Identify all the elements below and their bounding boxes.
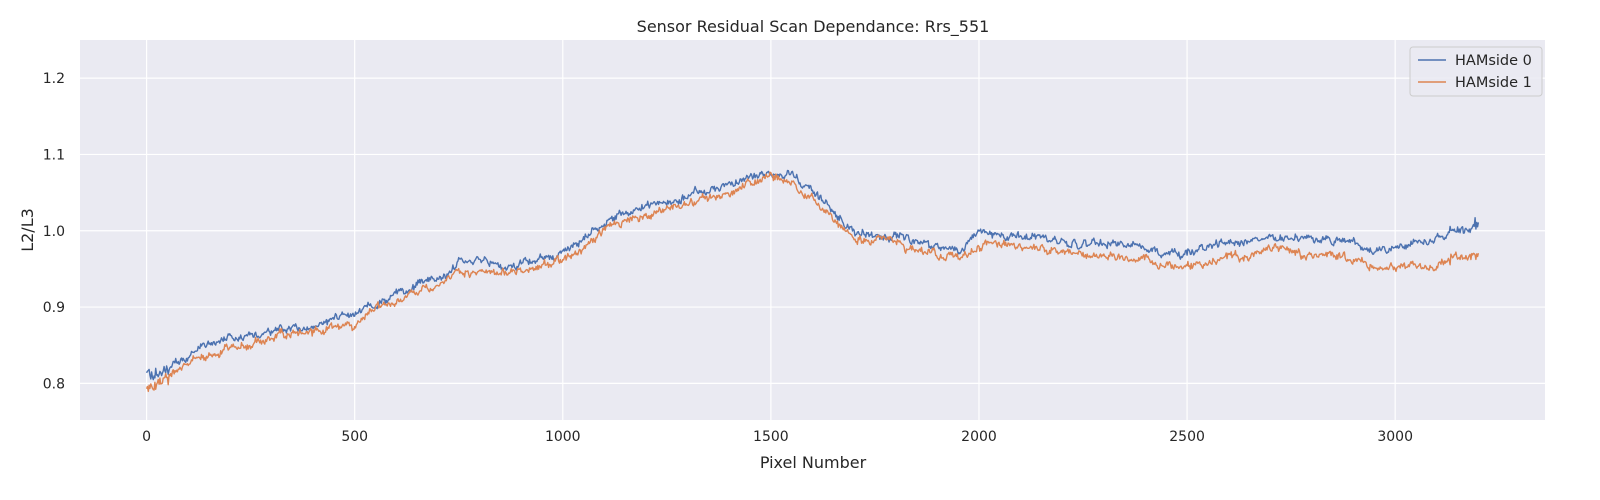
x-tick-label: 2000 — [961, 429, 997, 445]
x-tick-label: 1000 — [545, 429, 581, 445]
series-line-hamside-1 — [145, 171, 1480, 393]
plot-area — [80, 40, 1545, 420]
legend: HAMside 0 HAMside 1 — [1409, 46, 1543, 97]
legend-label-hamside-1: HAMside 1 — [1455, 75, 1532, 91]
chart-title: Sensor Residual Scan Dependance: Rrs_551 — [637, 17, 990, 37]
y-tick-label: 0.8 — [43, 376, 65, 392]
series-lines — [145, 169, 1480, 393]
y-axis-label: L2/L3 — [18, 208, 37, 252]
x-tick-label: 2500 — [1169, 429, 1205, 445]
x-tick-label: 0 — [142, 429, 151, 445]
legend-label-hamside-0: HAMside 0 — [1455, 53, 1532, 69]
x-tick-label: 1500 — [753, 429, 789, 445]
y-tick-label: 0.9 — [43, 300, 65, 316]
tick-labels: 0 500 1000 1500 2000 2500 3000 0.8 0.9 1.0 1.1 1.2 — [43, 71, 1413, 445]
y-tick-label: 1.1 — [43, 147, 65, 163]
y-tick-label: 1.0 — [43, 224, 65, 240]
y-tick-label: 1.2 — [43, 71, 65, 87]
series-line-hamside-0 — [145, 169, 1480, 381]
x-tick-label: 500 — [341, 429, 368, 445]
x-tick-label: 3000 — [1377, 429, 1413, 445]
x-axis-label: Pixel Number — [760, 453, 867, 472]
